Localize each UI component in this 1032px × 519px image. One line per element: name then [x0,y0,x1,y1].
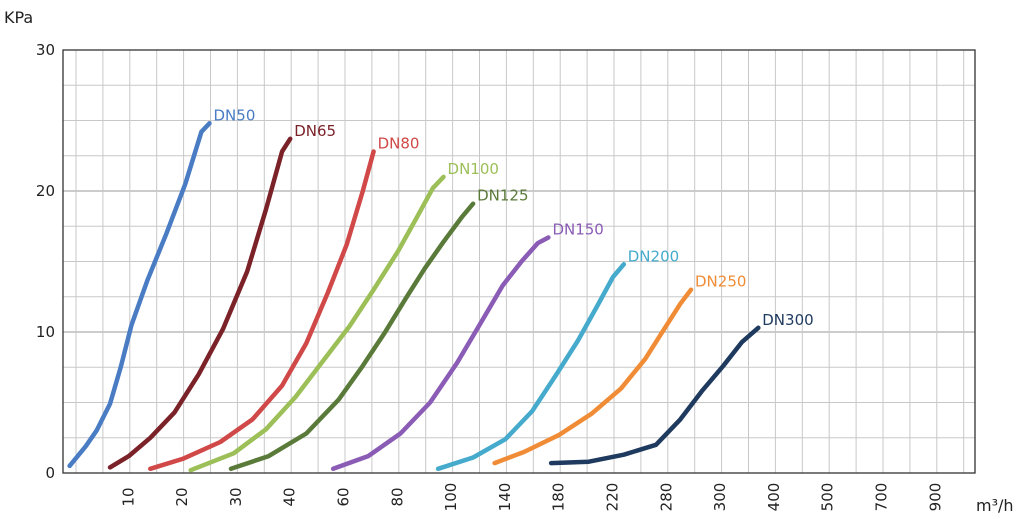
series-line-dn250 [492,287,694,466]
y-tick-labels: 0 10 20 30 [36,41,55,482]
x-tick-label: 20 [173,487,191,506]
series-label-dn200: DN200 [628,247,679,265]
plot-frame [62,49,976,474]
x-axis-unit: m³/h [976,496,1014,515]
series-line-dn50 [67,121,212,469]
x-tick-label: 500 [819,483,837,512]
x-tick-labels: 10 20 30 40 60 80 100 140 180 220 280 300 400 500 700 9… [119,483,944,512]
series-label-dn100: DN100 [448,160,499,178]
series-label-dn150: DN150 [552,221,603,239]
x-tick-label: 60 [335,487,353,506]
series-label-dn125: DN125 [477,187,528,205]
series-line-dn80 [148,149,376,472]
x-tick-label: 180 [550,483,568,512]
y-tick-label: 30 [36,41,55,59]
series-line-dn100 [188,174,446,473]
series-line-dn150 [330,235,551,472]
series-line-dn300 [548,325,761,466]
series-line-dn200 [435,262,627,472]
y-axis-unit: KPa [4,8,33,27]
series-lines [67,121,761,473]
x-tick-label: 300 [711,483,729,512]
series-line-dn65 [107,136,293,470]
plot-border [62,49,976,474]
x-tick-label: 700 [873,483,891,512]
y-tick-label: 20 [36,182,55,200]
x-tick-label: 140 [496,483,514,512]
x-tick-label: 10 [119,487,137,506]
x-tick-label: 30 [227,487,245,506]
x-tick-label: 80 [388,487,406,506]
x-tick-label: 900 [926,483,944,512]
series-label-dn65: DN65 [294,122,336,140]
y-tick-label: 10 [36,323,55,341]
series-label-dn300: DN300 [762,311,813,329]
series-labels: DN50 DN65 DN80 DN100 DN125 DN150 DN200 DN250 DN3… [214,106,814,328]
series-label-dn80: DN80 [378,135,420,153]
x-tick-label: 40 [281,487,299,506]
x-tick-label: 220 [604,483,622,512]
x-tick-label: 280 [657,483,675,512]
x-tick-label: 100 [442,483,460,512]
y-tick-label: 0 [45,464,55,482]
series-label-dn250: DN250 [695,273,746,291]
series-line-dn125 [228,201,476,472]
x-tick-label: 400 [765,483,783,512]
series-label-dn50: DN50 [214,106,256,124]
